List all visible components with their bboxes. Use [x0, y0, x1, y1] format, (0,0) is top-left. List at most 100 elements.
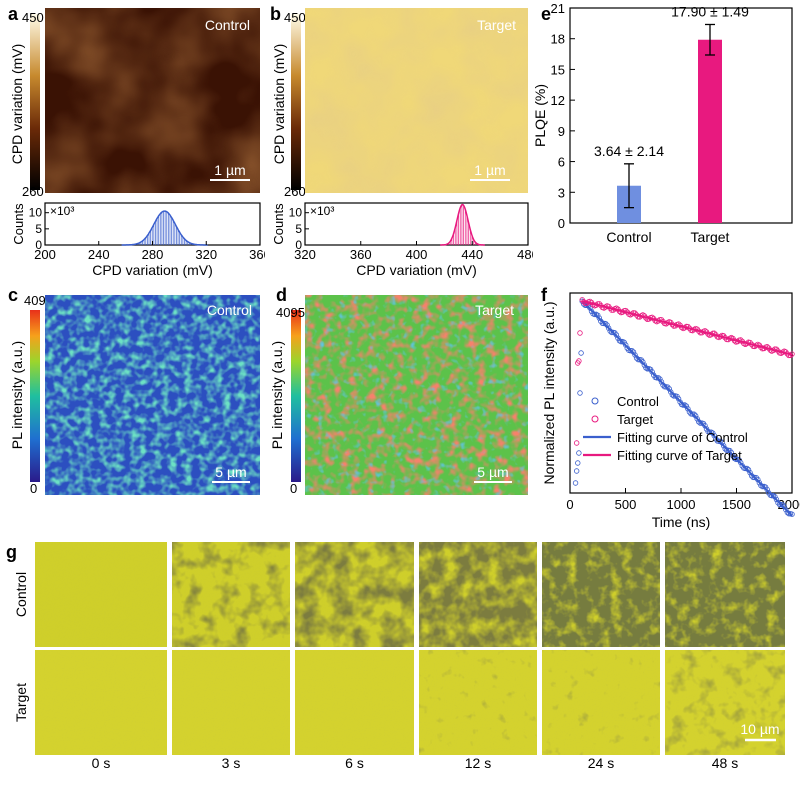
data-label: 17.90 ± 1.49 — [671, 3, 749, 19]
data-label: 3.64 ± 2.14 — [594, 143, 664, 159]
y-tick-label: 5 — [35, 222, 42, 236]
micrograph-texture — [542, 542, 660, 647]
y-tick-label: 21 — [551, 1, 565, 16]
colorbar-title: CPD variation (mV) — [9, 44, 25, 165]
y-tick-label: 12 — [551, 93, 565, 108]
micrograph-grain — [35, 542, 167, 647]
data-point-target — [576, 358, 582, 364]
colorbar-min: 260 — [22, 184, 44, 199]
panel-g: g Control Target 0 s 3 s 6 s 12 s 24 s 48 s 10 … — [0, 535, 800, 800]
x-tick-label: 0 — [566, 497, 573, 512]
scalebar-label: 1 µm — [474, 162, 505, 178]
time-label: 24 s — [588, 755, 614, 771]
data-point-control — [706, 429, 713, 435]
x-tick-label: 400 — [406, 247, 428, 262]
colorbar — [291, 14, 301, 190]
colorbar-min: 0 — [30, 481, 37, 496]
colorbar-min: 260 — [284, 184, 306, 199]
data-point-control — [627, 347, 634, 354]
data-point-target — [573, 440, 580, 446]
colorbar-title: CPD variation (mV) — [271, 44, 287, 165]
panel-letter: f — [541, 285, 548, 305]
colorbar-min: 0 — [290, 481, 297, 496]
micrograph-grain — [295, 650, 414, 755]
x-tick-label: 360 — [249, 247, 265, 262]
legend-marker — [591, 397, 599, 405]
y-tick-label: 15 — [551, 62, 565, 77]
micrograph-texture — [542, 650, 660, 755]
map-label: Target — [475, 302, 514, 318]
panel-e: e 0 3 6 9 12 15 18 21 PLQE (%) 3.64 ± 2.14 Control… — [532, 0, 800, 285]
histogram-b: 320 360 400 440 480 0 5 10 ×10³ CPD variation (mV… — [271, 202, 539, 278]
x-tick-label: 1000 — [667, 497, 696, 512]
data-point-control — [591, 311, 598, 318]
panel-f-svg: f 0500100015002000Time (ns)Normalized PL… — [541, 285, 800, 530]
y-tick-label: 9 — [558, 124, 565, 139]
y-axis-label: Counts — [11, 203, 26, 245]
x-axis-label: CPD variation (mV) — [92, 262, 213, 278]
micrograph-texture — [295, 542, 414, 647]
colorbar — [30, 310, 40, 482]
data-point-control — [738, 459, 744, 466]
hist-fit-curve — [440, 203, 485, 246]
data-point-control — [730, 453, 736, 459]
micrograph-grain — [35, 650, 167, 755]
data-point-control — [596, 315, 603, 321]
data-point-control — [668, 389, 674, 395]
data-point-control — [773, 496, 780, 503]
panel-g-svg: g Control Target 0 s 3 s 6 s 12 s 24 s 48 s 10 … — [6, 542, 785, 771]
micrograph-texture — [419, 542, 537, 647]
legend-label: Target — [617, 412, 654, 427]
colorbar-max: 450 — [284, 10, 306, 25]
panel-letter: d — [276, 285, 287, 305]
data-point-control — [685, 406, 691, 412]
x-tick-label: 1500 — [722, 497, 751, 512]
micrograph-texture — [665, 650, 785, 755]
panel-letter: g — [6, 542, 17, 562]
legend-marker — [591, 415, 599, 423]
micrograph-texture — [172, 542, 290, 647]
hist-fit-curve — [121, 210, 208, 246]
x-tick-label: 320 — [294, 247, 316, 262]
panel-letter: c — [8, 285, 18, 305]
panel-d-svg: d 4095 0 PL intensity (a.u.) Target 5 µm — [269, 285, 528, 496]
map-label: Control — [205, 17, 250, 33]
data-point-control — [711, 432, 717, 439]
colorbar — [30, 14, 40, 190]
y-multiplier: ×10³ — [50, 204, 74, 218]
data-point-control — [716, 438, 722, 444]
y-tick-label: 6 — [558, 155, 565, 170]
panel-c-svg: c 4095 0 PL intensity (a.u.) Control 5 µ… — [8, 285, 260, 496]
time-label: 6 s — [345, 755, 364, 771]
micrograph-grain — [172, 650, 290, 755]
time-label: 0 s — [92, 755, 111, 771]
scalebar-label: 5 µm — [215, 464, 246, 480]
colorbar-title: PL intensity (a.u.) — [9, 341, 25, 449]
y-tick-label: 3 — [558, 185, 565, 200]
colorbar-max: 4095 — [276, 305, 305, 320]
data-point-control — [742, 465, 749, 472]
data-point-control — [658, 379, 665, 385]
panel-letter: b — [270, 4, 281, 24]
x-tick-label: 280 — [142, 247, 164, 262]
y-tick-label: 0 — [558, 216, 565, 231]
data-point-control — [680, 402, 686, 408]
data-point-control — [654, 375, 660, 381]
time-label: 12 s — [465, 755, 491, 771]
fit-curve-target — [581, 300, 793, 356]
data-point-control — [577, 390, 583, 396]
data-point-control — [572, 480, 579, 486]
fit-curve-control — [581, 300, 793, 517]
panel-a: a 450 260 CPD variation (mV) Control 1 µ… — [0, 0, 271, 285]
data-point-target — [577, 330, 583, 336]
scalebar-label: 5 µm — [477, 464, 508, 480]
plot-frame — [569, 7, 793, 224]
data-point-control — [756, 480, 763, 486]
colorbar-max: 450 — [22, 10, 44, 25]
data-point-control — [747, 469, 753, 476]
colorbar-title: PL intensity (a.u.) — [269, 341, 285, 449]
panel-letter: a — [8, 4, 19, 24]
map-label: Control — [207, 302, 252, 318]
legend-label: Control — [617, 394, 659, 409]
time-label: 48 s — [712, 755, 738, 771]
